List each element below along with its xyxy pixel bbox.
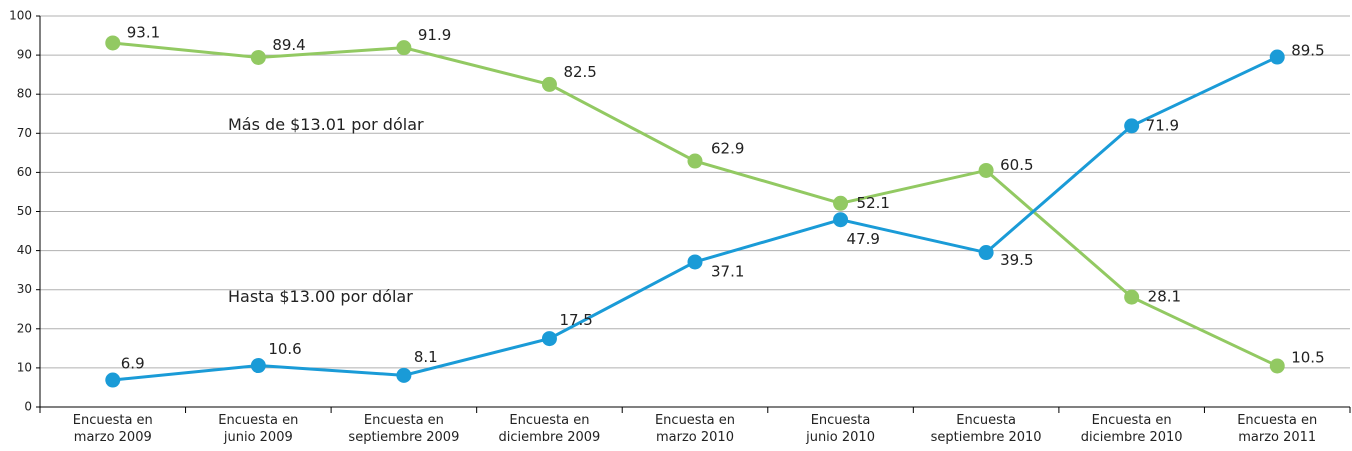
- data-point: [1269, 49, 1285, 65]
- data-label: 8.1: [414, 348, 438, 366]
- data-label: 37.1: [711, 262, 744, 280]
- y-tick-label: 30: [17, 282, 32, 296]
- x-tick-label: Encuesta septiembre 2010: [930, 413, 1042, 445]
- y-tick-label: 20: [17, 321, 32, 335]
- y-tick-label: 10: [17, 360, 32, 374]
- data-point: [396, 40, 412, 56]
- data-label: 52.1: [857, 194, 890, 212]
- y-tick-label: 90: [17, 48, 32, 62]
- x-tick-label: Encuesta en diciembre 2010: [1080, 413, 1183, 445]
- data-label: 60.5: [1000, 156, 1033, 174]
- data-label: 62.9: [711, 140, 744, 158]
- data-label: 82.5: [563, 63, 596, 81]
- data-point: [687, 153, 703, 169]
- data-label: 17.5: [559, 311, 592, 329]
- series-line: [112, 41, 1278, 368]
- data-label: 89.5: [1291, 42, 1324, 60]
- data-point: [1124, 118, 1140, 134]
- data-label: 89.4: [272, 36, 305, 54]
- x-tick-label: Encuesta en marzo 2011: [1237, 413, 1318, 445]
- series-label: Más de $13.01 por dólar: [228, 115, 424, 134]
- data-point: [833, 195, 849, 211]
- series-label: Hasta $13.00 por dólar: [228, 287, 413, 306]
- data-point: [833, 212, 849, 228]
- data-label: 28.1: [1148, 288, 1181, 306]
- data-point: [396, 367, 412, 383]
- data-point: [250, 49, 266, 65]
- data-point: [687, 254, 703, 270]
- y-tick-label: 100: [9, 9, 32, 23]
- data-label: 71.9: [1146, 116, 1179, 134]
- y-tick-label: 40: [17, 243, 32, 257]
- data-point: [978, 162, 994, 178]
- y-tick-label: 50: [17, 204, 32, 218]
- x-tick-label: Encuesta en junio 2009: [218, 413, 299, 445]
- series-line: [112, 55, 1278, 382]
- y-tick-label: 80: [17, 87, 32, 101]
- x-tick-label: Encuesta en septiembre 2009: [348, 413, 460, 445]
- data-point: [541, 331, 557, 347]
- data-point: [541, 76, 557, 92]
- data-point: [1124, 289, 1140, 305]
- data-label: 47.9: [847, 230, 880, 248]
- x-tick-label: Encuesta en marzo 2010: [654, 413, 736, 445]
- data-label: 6.9: [121, 355, 145, 373]
- y-tick-label: 0: [24, 400, 32, 414]
- data-point: [250, 358, 266, 374]
- data-label: 91.9: [418, 26, 451, 44]
- y-tick-label: 60: [17, 165, 32, 179]
- x-tick-label: Encuesta en diciembre 2009: [498, 413, 601, 445]
- x-tick-label: Encuesta en marzo 2009: [72, 413, 153, 445]
- data-label: 10.5: [1291, 348, 1324, 366]
- data-point: [978, 245, 994, 261]
- data-label: 93.1: [127, 23, 160, 41]
- data-point: [105, 35, 121, 51]
- y-tick-label: 70: [17, 126, 32, 140]
- data-label: 39.5: [1000, 251, 1033, 269]
- data-label: 10.6: [268, 340, 301, 358]
- x-tick-label: Encuesta junio 2010: [806, 413, 875, 445]
- data-point: [1269, 358, 1285, 374]
- data-point: [105, 372, 121, 388]
